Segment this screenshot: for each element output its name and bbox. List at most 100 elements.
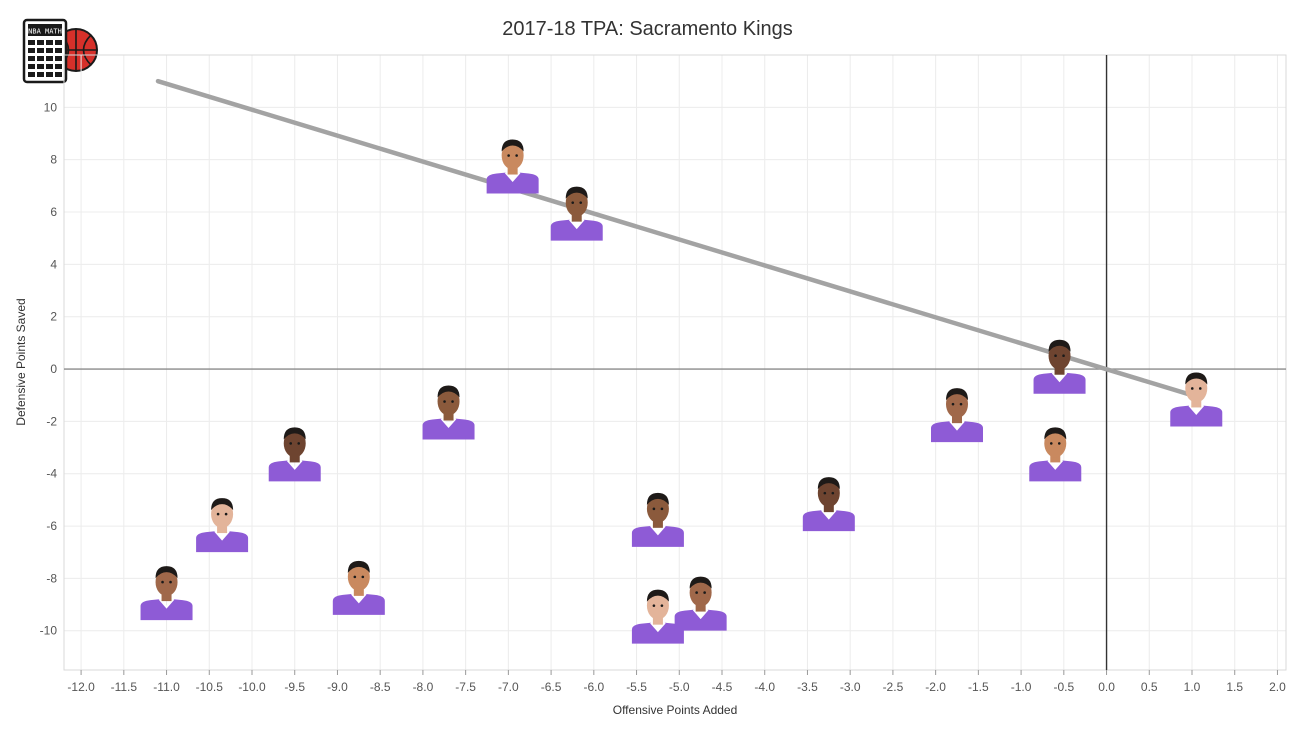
x-axis-ticks: -12.0 -11.5 -11.0 -10.5 -10.0 -9.5 -9.0 -8.5 -8.…: [67, 670, 1286, 694]
player-marker[interactable]: [268, 427, 321, 482]
player-points: [140, 139, 1223, 644]
hair-shape: [1044, 427, 1067, 440]
hair-shape: [211, 498, 234, 511]
y-tick-label: 6: [50, 205, 57, 219]
player-marker[interactable]: [931, 388, 983, 443]
x-tick-label: 1.0: [1184, 680, 1201, 694]
x-tick-label: 0.5: [1141, 680, 1158, 694]
player-marker[interactable]: [802, 477, 855, 532]
x-tick-label: -5.5: [626, 680, 647, 694]
vertical-gridlines: [80, 55, 1278, 670]
y-tick-label: 8: [50, 153, 57, 167]
player-marker[interactable]: [631, 492, 684, 547]
hair-shape: [646, 589, 669, 602]
head-shape: [155, 568, 178, 597]
x-tick-label: -2.0: [925, 680, 946, 694]
hair-shape: [1048, 339, 1071, 352]
hair-shape: [437, 385, 460, 398]
player-marker[interactable]: [196, 498, 249, 553]
head-shape: [1044, 429, 1067, 458]
jersey-shape: [550, 219, 603, 241]
jersey-shape: [931, 421, 983, 443]
hair-shape: [501, 139, 524, 152]
x-tick-label: 1.5: [1226, 680, 1243, 694]
head-shape: [817, 479, 840, 508]
y-axis-ticks: 10 8 6 4 2 0 -2 -4 -6 -8 -10: [40, 100, 58, 637]
head-shape: [646, 494, 669, 523]
hair-shape: [283, 427, 306, 440]
hair-shape: [565, 186, 588, 199]
x-tick-label: -4.5: [712, 680, 733, 694]
x-tick-label: -8.5: [370, 680, 391, 694]
hair-shape: [1185, 372, 1208, 385]
jersey-shape: [1029, 460, 1082, 482]
player-marker[interactable]: [332, 560, 385, 615]
head-shape: [501, 141, 524, 170]
y-tick-label: 10: [44, 100, 58, 114]
x-tick-label: -1.5: [968, 680, 989, 694]
x-tick-label: 2.0: [1269, 680, 1286, 694]
player-marker[interactable]: [1170, 372, 1223, 427]
trend-line: [155, 78, 1195, 398]
x-tick-label: -11.5: [111, 680, 138, 694]
head-shape: [946, 390, 968, 419]
hair-shape: [817, 477, 840, 490]
x-tick-label: -0.5: [1053, 680, 1074, 694]
x-axis-title: Offensive Points Added: [613, 703, 738, 717]
jersey-shape: [422, 418, 475, 440]
y-tick-label: 2: [50, 310, 57, 324]
jersey-shape: [140, 599, 193, 621]
x-tick-label: -4.0: [754, 680, 775, 694]
head-shape: [565, 188, 588, 217]
nba-math-logo: NBA MATH: [20, 16, 102, 86]
head-shape: [689, 578, 712, 607]
jersey-shape: [1033, 372, 1086, 394]
y-tick-label: -8: [46, 571, 57, 585]
y-tick-label: 4: [50, 257, 57, 271]
player-marker[interactable]: [550, 186, 603, 241]
player-marker[interactable]: [1033, 339, 1086, 394]
chart-title: 2017-18 TPA: Sacramento Kings: [502, 18, 793, 40]
y-tick-label: -4: [46, 467, 57, 481]
y-tick-label: 0: [50, 362, 57, 376]
x-tick-label: -1.0: [1011, 680, 1032, 694]
head-shape: [646, 591, 669, 620]
player-marker[interactable]: [422, 385, 475, 440]
y-tick-label: -6: [46, 519, 57, 533]
y-tick-label: -2: [46, 414, 57, 428]
jersey-shape: [268, 460, 321, 482]
x-tick-label: -10.5: [196, 680, 224, 694]
y-tick-label: -10: [40, 624, 58, 638]
hair-shape: [155, 566, 178, 579]
x-tick-label: -5.0: [669, 680, 690, 694]
x-tick-label: 0.0: [1098, 680, 1115, 694]
player-marker[interactable]: [631, 589, 684, 644]
x-tick-label: -9.5: [284, 680, 305, 694]
player-marker[interactable]: [1029, 427, 1082, 482]
x-tick-label: -6.0: [583, 680, 604, 694]
head-shape: [283, 429, 306, 458]
head-shape: [1048, 341, 1071, 370]
x-tick-label: -6.5: [541, 680, 562, 694]
player-marker[interactable]: [674, 576, 727, 631]
hair-shape: [689, 576, 712, 589]
jersey-shape: [1170, 405, 1223, 427]
x-tick-label: -10.0: [238, 680, 266, 694]
neck-shape: [823, 502, 834, 513]
x-tick-label: -3.0: [840, 680, 861, 694]
y-axis-title: Defensive Points Saved: [14, 298, 28, 425]
plot-frame: [63, 54, 1287, 671]
x-tick-label: -2.5: [883, 680, 904, 694]
player-marker[interactable]: [140, 566, 193, 621]
hair-shape: [946, 388, 968, 401]
x-tick-label: -7.0: [498, 680, 519, 694]
logo-text: NBA MATH: [28, 28, 62, 36]
head-shape: [347, 562, 370, 591]
x-tick-label: -3.5: [797, 680, 818, 694]
jersey-shape: [486, 172, 539, 194]
head-shape: [211, 500, 234, 529]
x-tick-label: -9.0: [327, 680, 348, 694]
jersey-shape: [631, 622, 684, 644]
x-tick-label: -8.0: [413, 680, 434, 694]
player-marker[interactable]: [486, 139, 539, 194]
